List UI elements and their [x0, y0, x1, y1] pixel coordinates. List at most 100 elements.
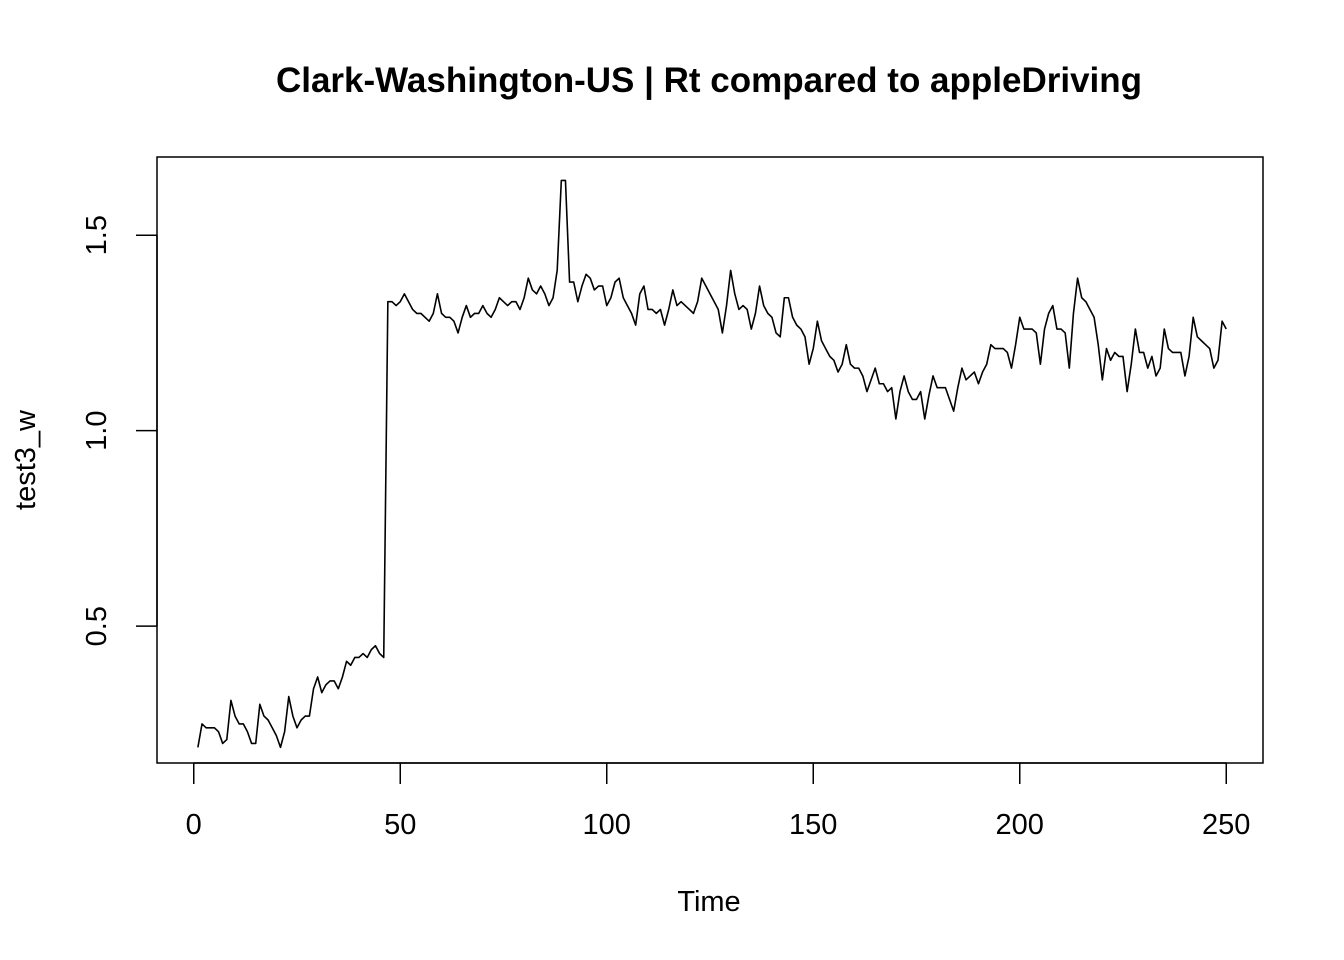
data-point	[1146, 366, 1150, 370]
data-point	[1109, 358, 1113, 362]
data-point	[448, 315, 452, 319]
data-point	[270, 726, 274, 730]
data-point	[943, 386, 947, 390]
data-point	[1138, 350, 1142, 354]
data-point	[683, 304, 687, 308]
data-point	[910, 397, 914, 401]
data-point	[1166, 347, 1170, 351]
data-point	[820, 339, 824, 343]
data-point	[1009, 366, 1013, 370]
data-point	[291, 714, 295, 718]
data-point	[1129, 362, 1133, 366]
data-point	[1117, 354, 1121, 358]
data-point	[547, 304, 551, 308]
data-point	[1195, 335, 1199, 339]
data-point	[464, 304, 468, 308]
data-point	[712, 300, 716, 304]
data-point	[435, 292, 439, 296]
data-point	[345, 659, 349, 663]
data-point	[1063, 331, 1067, 335]
data-point	[229, 698, 233, 702]
data-point	[1154, 374, 1158, 378]
data-point	[411, 307, 415, 311]
data-point	[762, 304, 766, 308]
data-point	[299, 718, 303, 722]
data-point	[749, 327, 753, 331]
data-point	[815, 319, 819, 323]
data-point	[258, 702, 262, 706]
data-point	[1084, 300, 1088, 304]
data-point	[675, 304, 679, 308]
data-point	[840, 362, 844, 366]
data-point	[452, 319, 456, 323]
y-axis: 0.5 1.0 1.5	[81, 215, 158, 646]
data-point	[208, 726, 212, 730]
data-point	[580, 284, 584, 288]
data-point	[828, 354, 832, 358]
data-point	[241, 722, 245, 726]
data-point	[365, 655, 369, 659]
data-point	[555, 268, 559, 272]
data-point	[266, 718, 270, 722]
data-point	[563, 178, 567, 182]
data-point	[758, 284, 762, 288]
data-point	[1133, 327, 1137, 331]
x-tick-label: 100	[583, 809, 631, 841]
x-tick-label: 0	[186, 809, 202, 841]
data-point	[1121, 354, 1125, 358]
data-point	[654, 311, 658, 315]
data-point	[1047, 311, 1051, 315]
data-point	[1208, 347, 1212, 351]
data-point	[902, 374, 906, 378]
data-point	[497, 296, 501, 300]
data-point	[332, 679, 336, 683]
data-point	[671, 288, 675, 292]
data-point	[522, 296, 526, 300]
data-point	[799, 327, 803, 331]
data-point	[807, 362, 811, 366]
data-point	[423, 315, 427, 319]
data-point	[708, 292, 712, 296]
y-tick-label: 1.5	[81, 215, 113, 255]
data-point	[873, 366, 877, 370]
data-point	[1076, 276, 1080, 280]
data-point	[212, 726, 216, 730]
data-point	[398, 300, 402, 304]
data-point	[225, 738, 229, 742]
data-point	[514, 300, 518, 304]
data-point	[493, 307, 497, 311]
data-point	[440, 311, 444, 315]
data-point	[613, 280, 617, 284]
data-point	[1001, 347, 1005, 351]
x-axis-label: Time	[677, 886, 740, 918]
data-point	[1055, 327, 1059, 331]
data-point	[964, 378, 968, 382]
data-point	[811, 347, 815, 351]
data-point	[1005, 350, 1009, 354]
data-point	[658, 307, 662, 311]
data-point	[394, 304, 398, 308]
x-tick-label: 200	[996, 809, 1044, 841]
data-point	[898, 390, 902, 394]
data-point	[245, 730, 249, 734]
data-point	[972, 370, 976, 374]
data-point	[634, 323, 638, 327]
data-point	[1018, 315, 1022, 319]
data-point	[510, 300, 514, 304]
data-point	[1051, 304, 1055, 308]
data-point	[1183, 374, 1187, 378]
data-point	[427, 319, 431, 323]
data-point	[733, 292, 737, 296]
data-point	[737, 307, 741, 311]
data-point	[584, 272, 588, 276]
data-point	[502, 300, 506, 304]
data-point	[217, 730, 221, 734]
data-point	[948, 397, 952, 401]
data-point	[468, 315, 472, 319]
data-point	[1100, 378, 1104, 382]
data-point	[200, 722, 204, 726]
data-point	[485, 311, 489, 315]
data-point	[1030, 327, 1034, 331]
data-point	[535, 292, 539, 296]
data-point	[518, 307, 522, 311]
